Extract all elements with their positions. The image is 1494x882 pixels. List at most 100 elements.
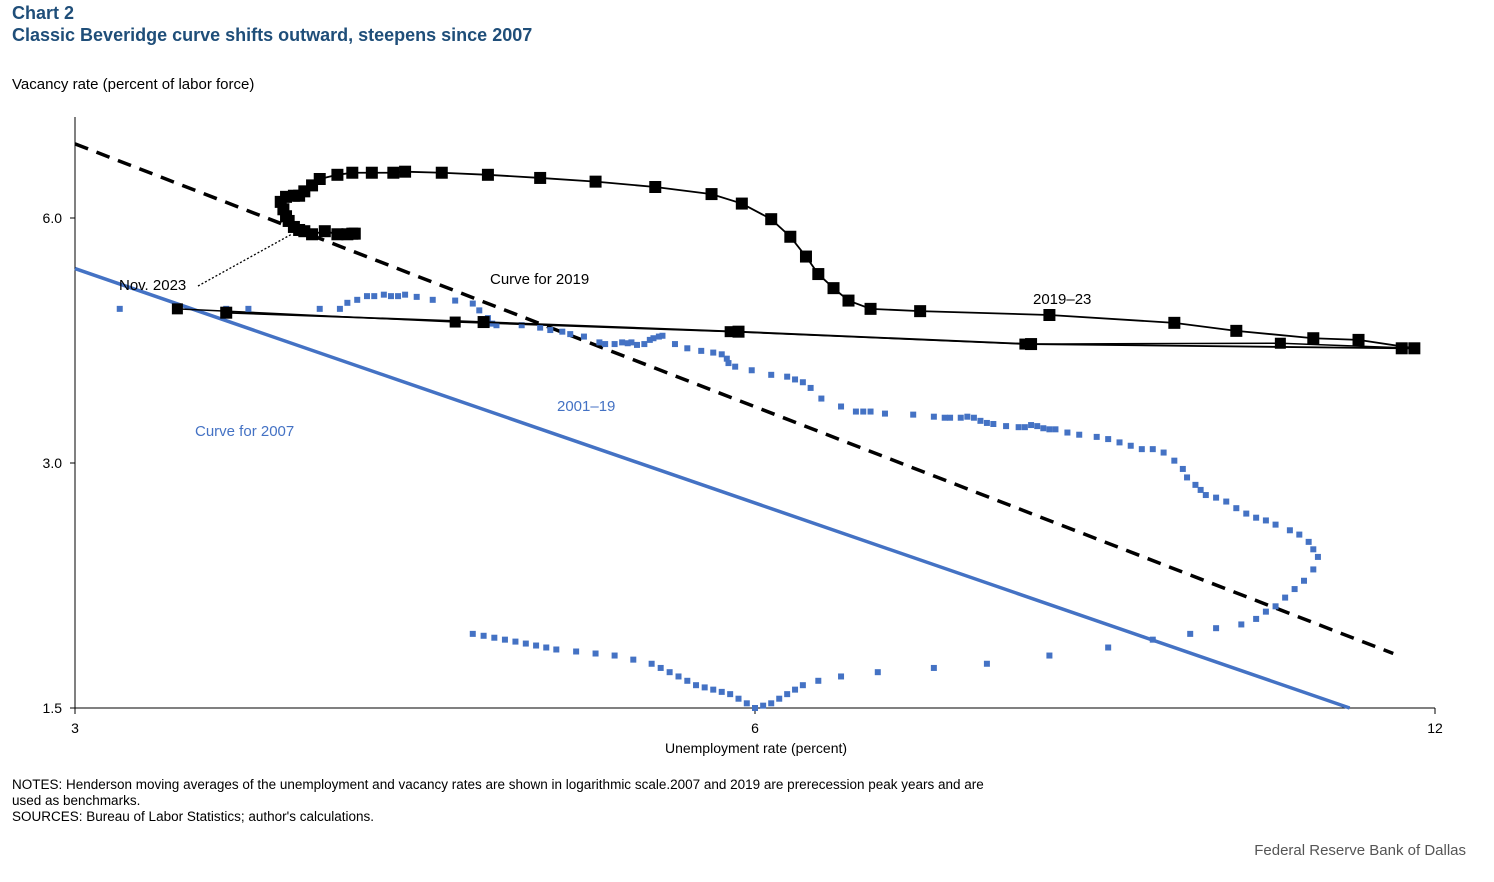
data-point-2001-19 [718,688,725,695]
data-point-2019-23 [1168,316,1181,329]
data-point-2001-19 [522,640,529,647]
data-point-2019-23 [705,188,718,201]
data-point-2001-19 [725,360,732,367]
data-point-2001-19 [611,341,618,348]
data-point-2001-19 [371,293,378,300]
data-point-2001-19 [1076,431,1083,438]
data-point-2001-19 [910,411,917,418]
data-point-2001-19 [784,373,791,380]
data-point-2001-19 [336,305,343,312]
data-point-2001-19 [559,328,566,335]
data-point-2001-19 [543,644,550,651]
data-point-2001-19 [1093,433,1100,440]
data-point-2001-19 [1052,426,1059,433]
data-point-2001-19 [387,293,394,300]
data-point-2019-23 [1043,309,1056,322]
data-point-2001-19 [354,296,361,303]
data-point-2001-19 [1197,486,1204,493]
data-point-2001-19 [983,419,990,426]
data-point-2001-19 [624,340,631,347]
data-point-2001-19 [402,291,409,298]
data-point-2001-19 [723,355,730,362]
data-point-2001-19 [1262,517,1269,524]
data-point-2001-19 [768,700,775,707]
data-point-2019-23 [331,228,344,241]
data-point-2001-19 [983,660,990,667]
data-point-2001-19 [792,686,799,693]
data-point-2001-19 [553,646,560,653]
data-point-2001-19 [977,417,984,424]
data-point-2001-19 [1003,423,1010,430]
data-point-2001-19 [476,307,483,314]
data-point-2001-19 [395,293,402,300]
data-point-2001-19 [760,702,767,709]
data-point-2019-23 [318,225,331,238]
data-point-2001-19 [732,363,739,370]
data-point-2001-19 [547,327,554,334]
data-point-2019-23 [346,166,359,179]
nov-2023-leader-line [197,233,293,287]
data-point-2001-19 [659,332,666,339]
data-point-2001-19 [573,648,580,655]
curve-2007-line [74,266,1351,710]
data-point-2001-19 [413,293,420,300]
data-point-2001-19 [1105,644,1112,651]
data-point-2001-19 [1179,465,1186,472]
data-point-2001-19 [245,305,252,312]
data-point-2001-19 [648,660,655,667]
data-point-2001-19 [633,341,640,348]
data-point-2001-19 [881,410,888,417]
data-point-2001-19 [537,324,544,331]
data-point-2001-19 [1064,429,1071,436]
data-point-2001-19 [611,652,618,659]
data-point-2001-19 [1160,449,1167,456]
data-point-2001-19 [657,664,664,671]
data-point-2019-23 [481,168,494,181]
y-tick-label: 6.0 [43,210,63,226]
data-point-2019-23 [306,228,319,241]
data-point-2001-19 [930,664,937,671]
data-point-2019-23 [534,171,547,184]
data-point-2001-19 [799,682,806,689]
data-point-2001-19 [867,408,874,415]
series-2001-19 [116,291,1321,711]
data-point-2001-19 [452,297,459,304]
data-point-2019-23 [827,282,840,295]
data-point-2001-19 [752,705,758,711]
annotations: Nov. 2023 Curve for 2019 2019–23 2001–19… [119,233,1091,440]
data-point-2001-19 [815,677,822,684]
data-point-2001-19 [116,305,123,312]
data-point-2001-19 [1310,566,1317,573]
data-point-2001-19 [596,339,603,346]
data-point-2001-19 [1291,586,1298,593]
data-point-2001-19 [838,673,845,680]
data-point-2001-19 [429,296,436,303]
data-point-2001-19 [630,656,637,663]
data-point-2019-23 [649,180,662,193]
data-point-2001-19 [1015,424,1022,431]
data-point-2001-19 [1223,498,1230,505]
data-point-2001-19 [799,379,806,386]
data-point-2001-19 [619,339,626,346]
data-point-2001-19 [698,347,705,354]
data-point-2001-19 [1233,505,1240,512]
data-point-2001-19 [1105,436,1112,443]
chart-number: Chart 2 [12,3,75,23]
data-point-2001-19 [784,691,791,698]
connector-marker [449,316,461,328]
y-tick-label: 3.0 [43,455,63,471]
notes-text: NOTES: Henderson moving averages of the … [12,777,984,808]
data-point-2001-19 [655,333,662,340]
data-point-2001-19 [1213,625,1220,632]
data-point-2001-19 [1305,538,1312,545]
data-point-2001-19 [957,414,964,421]
data-point-2001-19 [727,691,734,698]
data-point-2001-19 [1046,652,1053,659]
data-point-2001-19 [1127,442,1134,449]
connector-marker [171,303,183,315]
data-point-2001-19 [684,677,691,684]
data-point-2019-23 [812,268,825,281]
data-point-2001-19 [748,367,755,374]
y-axis-title: Vacancy rate (percent of labor force) [12,76,255,93]
data-point-2001-19 [1272,603,1279,610]
